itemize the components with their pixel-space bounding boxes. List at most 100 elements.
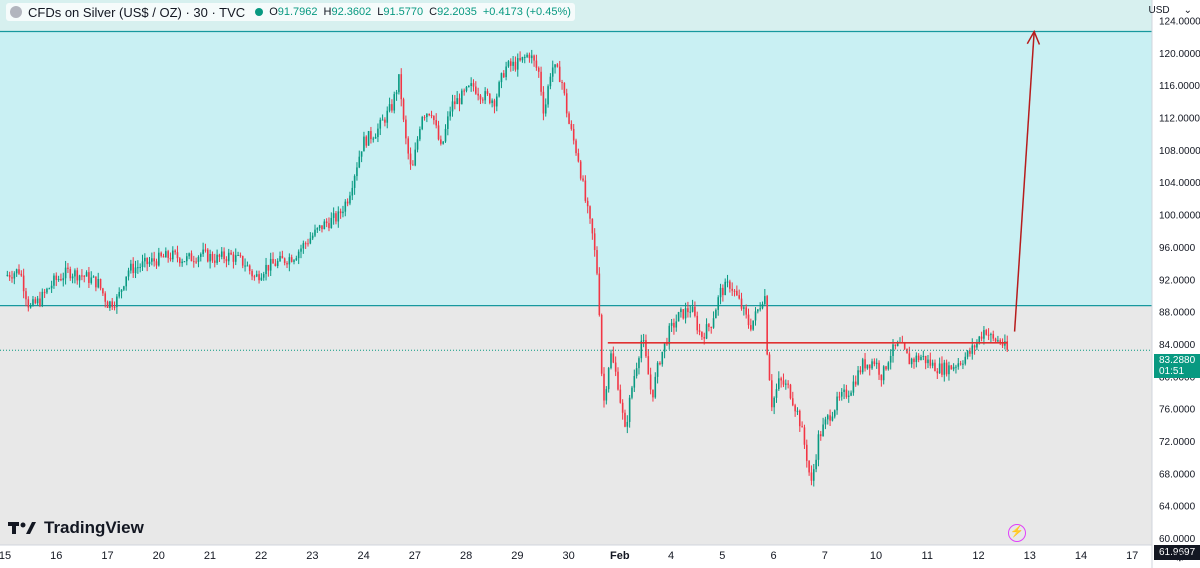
candle-body	[144, 257, 146, 262]
target-arrow	[1013, 31, 1035, 332]
candle-body	[137, 267, 139, 269]
candle-body	[572, 128, 575, 141]
lightning-icon[interactable]: ⚡	[1008, 524, 1026, 542]
gear-icon[interactable]: ⚙	[1174, 549, 1186, 564]
x-tick-label: 7	[822, 550, 828, 562]
candle-body	[50, 285, 53, 289]
candle-body	[234, 255, 237, 262]
candle-body	[836, 396, 838, 411]
candle-body	[708, 324, 710, 327]
candle-body	[60, 278, 62, 281]
candle-body	[959, 363, 962, 365]
candle-body	[316, 228, 319, 230]
candle-body	[575, 140, 577, 154]
x-tick-label: 27	[409, 550, 421, 562]
candle-body	[526, 54, 528, 57]
candle-body	[561, 82, 563, 84]
x-tick-label: 28	[460, 550, 472, 562]
candle-body	[286, 262, 288, 265]
candle-body	[57, 278, 60, 280]
candle-body	[370, 131, 372, 140]
candle-body	[645, 340, 647, 357]
candle-body	[514, 61, 517, 70]
y-tick-label: 96.0000	[1159, 243, 1196, 254]
target-arrow-head	[1026, 29, 1041, 45]
symbol-icon	[10, 6, 22, 18]
candle-body	[444, 128, 447, 142]
candle-body	[771, 380, 773, 408]
high-value: 92.3602	[331, 6, 372, 18]
candle-body	[430, 115, 433, 117]
y-tick-label: 88.0000	[1159, 308, 1196, 319]
candle-body	[971, 345, 974, 354]
tradingview-logo-icon	[8, 522, 36, 534]
candle-body	[158, 252, 160, 266]
candle-body	[591, 218, 594, 234]
candle-body	[141, 261, 144, 267]
currency-selector[interactable]: USD ⌄	[1148, 5, 1192, 16]
x-tick-label: 24	[358, 550, 370, 562]
candle-body	[815, 459, 817, 470]
candle-body	[908, 353, 911, 365]
currency-label: USD	[1148, 5, 1170, 16]
low-value: 91.5770	[383, 6, 424, 18]
candle-body	[757, 309, 759, 312]
candle-body	[649, 374, 652, 390]
bar-countdown: 01:51	[1159, 366, 1185, 377]
candle-body	[934, 362, 936, 372]
candle-body	[628, 397, 631, 422]
candle-body	[945, 362, 948, 375]
x-tick-label: 10	[870, 550, 882, 562]
candle-body	[745, 307, 747, 315]
candle-body	[882, 366, 885, 381]
candle-body	[195, 261, 197, 263]
candle-body	[889, 355, 892, 363]
candle-body	[847, 395, 850, 397]
candle-body	[423, 117, 426, 119]
x-tick-label: 22	[255, 550, 267, 562]
x-tick-label: 5	[719, 550, 725, 562]
candle-body	[482, 99, 484, 101]
candle-body	[857, 370, 859, 385]
candle-body	[458, 98, 461, 105]
candle-body	[812, 469, 815, 481]
candle-body	[102, 288, 104, 294]
candle-body	[335, 213, 337, 222]
candle-body	[209, 253, 211, 262]
candle-body	[109, 301, 111, 308]
candle-body	[805, 444, 808, 461]
candle-body	[106, 301, 109, 308]
candle-body	[479, 95, 482, 100]
candle-body	[160, 252, 162, 257]
candle-body	[701, 331, 703, 337]
candle-body	[850, 392, 852, 396]
candle-body	[824, 419, 827, 425]
candle-body	[113, 306, 116, 308]
candle-body	[638, 358, 640, 369]
candle-body	[272, 258, 274, 264]
candle-body	[507, 61, 510, 67]
candle-body	[768, 354, 771, 381]
candle-body	[46, 288, 48, 293]
symbol-title: CFDs on Silver (US$ / OZ) · 30 · TVC	[28, 4, 246, 20]
candle-body	[468, 86, 470, 88]
candle-body	[172, 250, 174, 260]
candle-body	[617, 371, 619, 390]
candle-body	[486, 91, 489, 94]
candle-body	[929, 359, 932, 366]
candle-body	[633, 375, 636, 388]
candle-body	[610, 353, 612, 369]
market-status-dot-icon	[255, 8, 264, 16]
candle-body	[97, 278, 100, 288]
candle-body	[729, 281, 731, 289]
candle-body	[647, 356, 650, 375]
chart-legend: CFDs on Silver (US$ / OZ) · 30 · TVC O91…	[6, 3, 575, 21]
x-tick-label: 12	[972, 550, 984, 562]
candle-body	[426, 113, 428, 118]
price-axis	[1152, 0, 1200, 568]
candle-body	[896, 342, 899, 346]
candle-body	[132, 263, 134, 274]
candle-body	[661, 351, 664, 365]
y-tick-label: 68.0000	[1159, 469, 1196, 480]
